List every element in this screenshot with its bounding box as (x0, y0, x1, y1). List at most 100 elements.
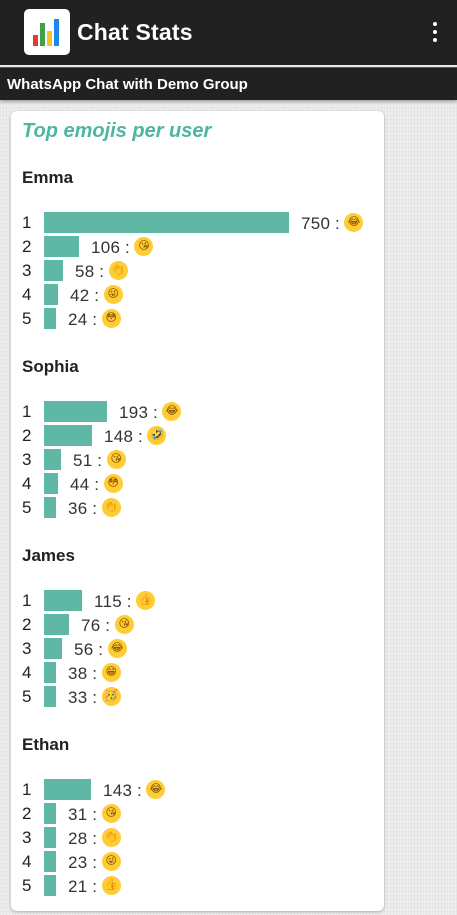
count-label: 23 : 😜 (68, 852, 121, 873)
count-bar (44, 425, 92, 446)
count-value: 44 (70, 475, 90, 494)
separator: : (87, 499, 102, 518)
count-label: 36 : 👏 (68, 498, 121, 519)
user-name: James (22, 546, 75, 565)
user-name: Emma (22, 168, 74, 187)
thumbs-up-emoji: 👍 (136, 591, 156, 610)
rank-number: 4 (22, 852, 32, 871)
count-value: 38 (68, 664, 88, 683)
count-value: 24 (68, 310, 88, 329)
count-bar (44, 308, 56, 329)
rank-number: 1 (22, 591, 32, 610)
chat-name-bar: WhatsApp Chat with Demo Group (0, 67, 457, 100)
rank-number: 1 (22, 213, 32, 232)
count-label: 31 : 😘 (68, 804, 121, 825)
count-bar (44, 497, 56, 518)
flushed-face-emoji: 😳 (101, 309, 121, 328)
count-value: 193 (119, 403, 149, 422)
face-with-tears-of-joy-emoji: 😂 (107, 639, 127, 658)
count-bar (44, 875, 56, 896)
rank-number: 3 (22, 261, 32, 280)
count-label: 76 : 😘 (81, 615, 134, 636)
count-bar (44, 590, 82, 611)
rank-number: 4 (22, 474, 32, 493)
separator: : (87, 853, 102, 872)
overflow-menu-button[interactable] (423, 17, 447, 49)
count-bar (44, 614, 69, 635)
count-value: 33 (68, 688, 88, 707)
count-label: 28 : 👏 (68, 828, 121, 849)
rolling-on-floor-laughing-emoji: 🤣 (147, 426, 167, 445)
count-label: 51 : 😘 (73, 450, 126, 471)
emoji-rank-row: 2 106 : 😘 (11, 235, 384, 257)
count-label: 44 : 😳 (70, 474, 123, 495)
count-bar (44, 851, 56, 872)
top-emojis-card: Top emojis per user Emma 1 750 : 😂 2 106 : 😘… (11, 111, 384, 911)
rank-number: 5 (22, 876, 32, 895)
separator: : (94, 262, 109, 281)
count-label: 143 : 😂 (103, 780, 166, 801)
app-title: Chat Stats (77, 19, 193, 45)
user-name: Sophia (22, 357, 79, 376)
emoji-rank-row: 5 24 : 😳 (11, 307, 384, 329)
separator: : (89, 286, 104, 305)
count-label: 21 : 👍 (68, 876, 121, 897)
face-blowing-kiss-emoji: 😘 (101, 804, 121, 823)
winking-tongue-emoji: 😜 (103, 285, 123, 304)
count-label: 115 : 👍 (94, 591, 156, 612)
separator: : (87, 688, 102, 707)
count-bar (44, 236, 79, 257)
count-bar (44, 284, 58, 305)
separator: : (120, 238, 135, 257)
emoji-rank-row: 5 36 : 👏 (11, 496, 384, 518)
emoji-rank-row: 4 23 : 😜 (11, 850, 384, 872)
count-label: 56 : 😂 (74, 639, 127, 660)
count-bar (44, 827, 56, 848)
rank-number: 3 (22, 639, 32, 658)
count-label: 24 : 😳 (68, 309, 121, 330)
face-blowing-kiss-emoji: 😘 (114, 615, 134, 634)
count-bar (44, 449, 61, 470)
count-label: 148 : 🤣 (104, 426, 167, 447)
more-vert-icon (433, 22, 437, 26)
emoji-rank-row: 1 193 : 😂 (11, 400, 384, 422)
clapping-hands-emoji: 👏 (108, 261, 128, 280)
emoji-rank-row: 5 33 : 🥳 (11, 685, 384, 707)
rank-number: 2 (22, 237, 32, 256)
flushed-face-emoji: 😳 (103, 474, 123, 493)
count-value: 36 (68, 499, 88, 518)
separator: : (87, 877, 102, 896)
beaming-face-emoji: 😁 (101, 663, 121, 682)
rank-number: 5 (22, 309, 32, 328)
face-blowing-kiss-emoji: 😘 (106, 450, 126, 469)
emoji-rank-row: 1 750 : 😂 (11, 211, 384, 233)
count-label: 58 : 👏 (75, 261, 128, 282)
face-blowing-kiss-emoji: 😘 (134, 237, 154, 256)
count-value: 21 (68, 877, 88, 896)
count-value: 42 (70, 286, 90, 305)
user-block-james: James 1 115 : 👍 2 76 : 😘 3 56 : 😂 4 38 : 😁 5 33 : … (11, 546, 384, 726)
emoji-rank-row: 2 76 : 😘 (11, 613, 384, 635)
separator: : (100, 616, 115, 635)
count-value: 148 (104, 427, 134, 446)
thumbs-up-emoji: 👍 (101, 876, 121, 895)
count-bar (44, 638, 62, 659)
user-block-sophia: Sophia 1 193 : 😂 2 148 : 🤣 3 51 : 😘 4 44 : 😳 5 36 … (11, 357, 384, 537)
clapping-hands-emoji: 👏 (101, 498, 121, 517)
user-block-emma: Emma 1 750 : 😂 2 106 : 😘 3 58 : 👏 4 42 : 😜 5 24 : … (11, 168, 384, 348)
count-value: 106 (91, 238, 121, 257)
count-bar (44, 401, 107, 422)
emoji-rank-row: 4 44 : 😳 (11, 472, 384, 494)
count-value: 58 (75, 262, 95, 281)
rank-number: 5 (22, 687, 32, 706)
count-bar (44, 473, 58, 494)
count-label: 42 : 😜 (70, 285, 123, 306)
count-label: 106 : 😘 (91, 237, 154, 258)
count-value: 143 (103, 781, 133, 800)
user-name: Ethan (22, 735, 70, 754)
count-label: 33 : 🥳 (68, 687, 121, 708)
separator: : (87, 664, 102, 683)
emoji-rank-row: 2 31 : 😘 (11, 802, 384, 824)
count-value: 115 (94, 592, 123, 611)
separator: : (87, 805, 102, 824)
